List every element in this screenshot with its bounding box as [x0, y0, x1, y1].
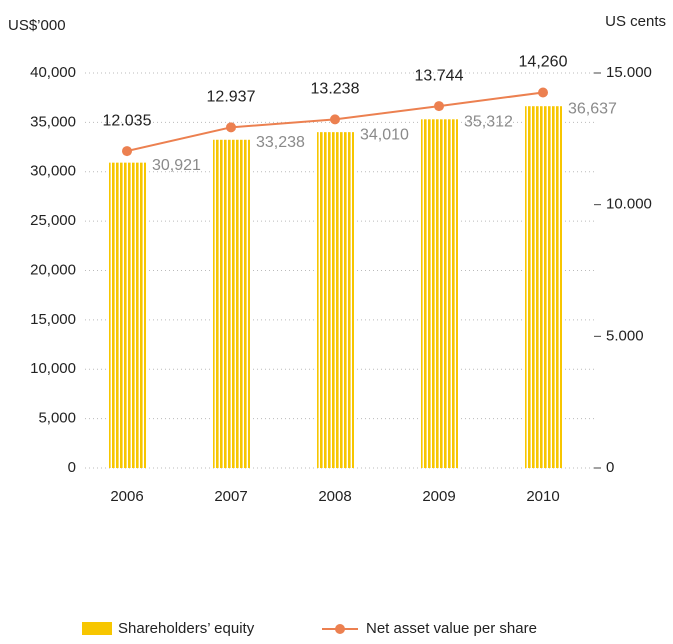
y2-tick-label: 5.000	[606, 327, 644, 344]
x-tick-label: 2009	[422, 488, 455, 505]
x-tick-label: 2010	[526, 488, 559, 505]
y-tick-label: 25,000	[30, 212, 76, 229]
y-tick-label: 20,000	[30, 261, 76, 278]
bar	[525, 106, 562, 468]
legend-label: Shareholders’ equity	[118, 620, 255, 637]
line-value-label: 12.937	[207, 89, 256, 106]
y2-tick-label: 15.000	[606, 64, 652, 81]
bar-value-label: 35,312	[464, 114, 513, 131]
line-value-label: 13.744	[415, 67, 464, 84]
line-point	[122, 146, 132, 157]
y2-tick-label: 10.000	[606, 196, 652, 213]
x-tick-label: 2006	[110, 488, 143, 505]
bar-value-label: 30,921	[152, 157, 201, 174]
bar	[109, 162, 146, 468]
y-tick-label: 40,000	[30, 64, 76, 81]
y-tick-label: 15,000	[30, 311, 76, 328]
line-value-label: 14,260	[519, 54, 568, 71]
bar-value-label: 34,010	[360, 126, 409, 143]
y-tick-label: 10,000	[30, 360, 76, 377]
y-tick-label: 35,000	[30, 113, 76, 130]
bar	[213, 139, 250, 468]
legend-swatch	[82, 622, 112, 635]
x-tick-label: 2008	[318, 488, 351, 505]
line-value-label: 12.035	[103, 112, 152, 129]
bar	[421, 119, 458, 468]
y-tick-label: 30,000	[30, 163, 76, 180]
line-point	[434, 101, 444, 112]
y-tick-label: 5,000	[38, 410, 76, 427]
legend-label: Net asset value per share	[366, 620, 537, 637]
bar	[317, 132, 354, 468]
bar-value-label: 36,637	[568, 100, 617, 117]
x-tick-label: 2007	[214, 488, 247, 505]
line-point	[538, 87, 548, 98]
bar-value-label: 33,238	[256, 134, 305, 151]
legend-swatch	[335, 624, 345, 634]
y-axis-title: US$’000	[8, 17, 66, 34]
y-tick-label: 0	[68, 459, 76, 476]
line-value-label: 13.238	[311, 81, 360, 98]
line-point	[226, 122, 236, 133]
y2-axis-title: US cents	[605, 13, 666, 30]
y2-tick-label: 0	[606, 459, 614, 476]
line-point	[330, 114, 340, 125]
